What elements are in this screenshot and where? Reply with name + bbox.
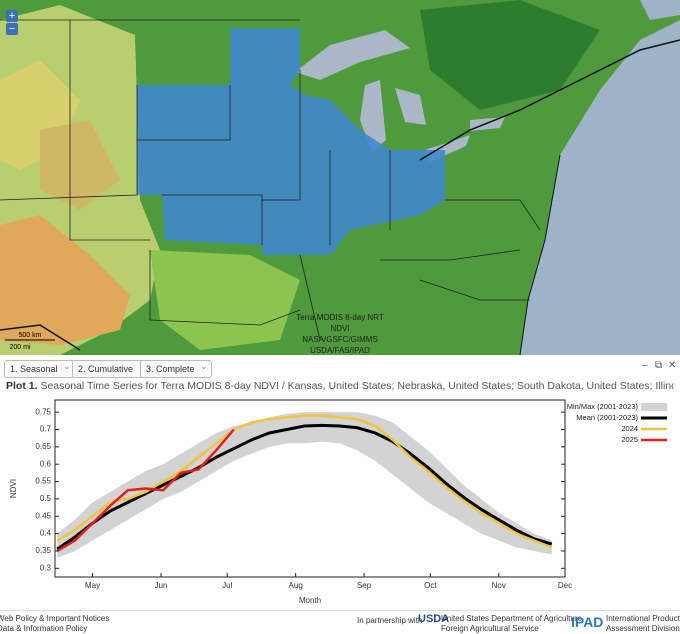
footer: Web Policy & Important Notices Data & In… bbox=[0, 610, 680, 634]
tab[interactable]: 3. Complete bbox=[140, 358, 212, 378]
x-tick-label: Sep bbox=[357, 581, 372, 590]
usda-text: United States Department of Agriculture bbox=[441, 614, 582, 623]
y-tick-label: 0.6 bbox=[40, 459, 52, 468]
y-tick-label: 0.65 bbox=[35, 442, 51, 451]
overlay-text: Terra MODIS 8-day NRT bbox=[296, 313, 384, 322]
overlay-text: NDVI bbox=[330, 324, 349, 333]
lake bbox=[470, 117, 505, 131]
scale-km: 500 km bbox=[19, 332, 42, 339]
popout[interactable]: ⧉ bbox=[655, 360, 663, 371]
overlay-text: USDA/FAS/IPAD bbox=[310, 346, 370, 355]
series-line bbox=[56, 428, 235, 553]
toolbar: 1. Seasonal 2. Cumulative 3. Complete bbox=[0, 358, 680, 378]
ocean bbox=[520, 20, 680, 355]
zoom-out[interactable]: − bbox=[6, 23, 18, 35]
plot-frame bbox=[54, 399, 566, 578]
x-tick-label: May bbox=[85, 581, 100, 590]
x-tick-label: Dec bbox=[558, 581, 572, 590]
overlay-text: NASA/GSFC/GIMMS bbox=[302, 335, 378, 344]
partnership: In partnership with bbox=[357, 616, 423, 625]
minimize[interactable]: – bbox=[642, 360, 648, 371]
ipad-logo: IPAD bbox=[571, 614, 604, 630]
y-tick-label: 0.3 bbox=[40, 563, 52, 572]
y-tick-label: 0.4 bbox=[40, 529, 52, 538]
legend-label: 2024 bbox=[621, 424, 638, 433]
scale-mi: 200 mi bbox=[9, 344, 30, 351]
footer-link[interactable]: Data & Information Policy bbox=[0, 624, 88, 633]
y-tick-label: 0.55 bbox=[35, 477, 51, 486]
dry-area bbox=[40, 120, 120, 210]
y-tick-label: 0.7 bbox=[40, 425, 52, 434]
zoom-in[interactable]: + bbox=[6, 10, 18, 22]
footer-link[interactable]: Web Policy & Important Notices bbox=[0, 614, 110, 623]
forest bbox=[420, 0, 600, 110]
coastline bbox=[519, 154, 561, 355]
series-line bbox=[56, 423, 553, 551]
plot-title: Plot 1. Seasonal Time Series for Terra M… bbox=[6, 380, 674, 392]
selected-region[interactable] bbox=[137, 28, 445, 255]
arid-area bbox=[0, 215, 130, 345]
usda-text: Foreign Agricultural Service bbox=[441, 624, 539, 633]
y-tick-label: 0.5 bbox=[40, 494, 52, 503]
green-area bbox=[150, 250, 300, 350]
x-tick-label: Oct bbox=[424, 581, 437, 590]
tab[interactable]: 2. Cumulative bbox=[72, 358, 151, 378]
chart: 0.3 0.35 0.4 0.45 0.5 0.55 0.6 0.65 0.7 0.75 May Ju… bbox=[9, 399, 667, 605]
x-tick-label: Jun bbox=[155, 581, 168, 590]
series-line bbox=[56, 414, 553, 549]
close[interactable]: ✕ bbox=[668, 360, 677, 371]
map: 500 km 200 mi Terra MODIS 8-day NRT NDVI… bbox=[0, 0, 680, 355]
ipad-text: International Production bbox=[606, 614, 680, 623]
legend-swatch bbox=[641, 403, 667, 411]
ocean bbox=[640, 0, 680, 20]
y-axis-label: NDVI bbox=[9, 479, 18, 498]
legend-label: Mean (2001-2023) bbox=[576, 413, 638, 422]
lake bbox=[360, 80, 386, 152]
y-tick-label: 0.75 bbox=[35, 407, 51, 416]
x-axis-label: Month bbox=[299, 596, 321, 605]
lake bbox=[295, 30, 410, 80]
y-tick-label: 0.35 bbox=[35, 546, 51, 555]
border-line bbox=[419, 39, 680, 161]
x-tick-label: Nov bbox=[492, 581, 506, 590]
tab[interactable]: 1. Seasonal bbox=[4, 358, 75, 378]
borders bbox=[0, 19, 541, 341]
x-tick-label: Aug bbox=[289, 581, 303, 590]
y-tick-label: 0.45 bbox=[35, 511, 51, 520]
lake bbox=[395, 88, 426, 125]
plot-label: Plot 1. bbox=[6, 380, 38, 392]
legend-label: 2025 bbox=[621, 435, 638, 444]
x-tick-label: Jul bbox=[222, 581, 232, 590]
usda-logo: USDA bbox=[418, 613, 450, 625]
plot-text: Seasonal Time Series for Terra MODIS 8-d… bbox=[40, 380, 674, 392]
ipad-text: Assessment Division bbox=[606, 624, 680, 633]
border-line bbox=[0, 324, 81, 351]
legend-label: Min/Max (2001-2023) bbox=[567, 402, 639, 411]
